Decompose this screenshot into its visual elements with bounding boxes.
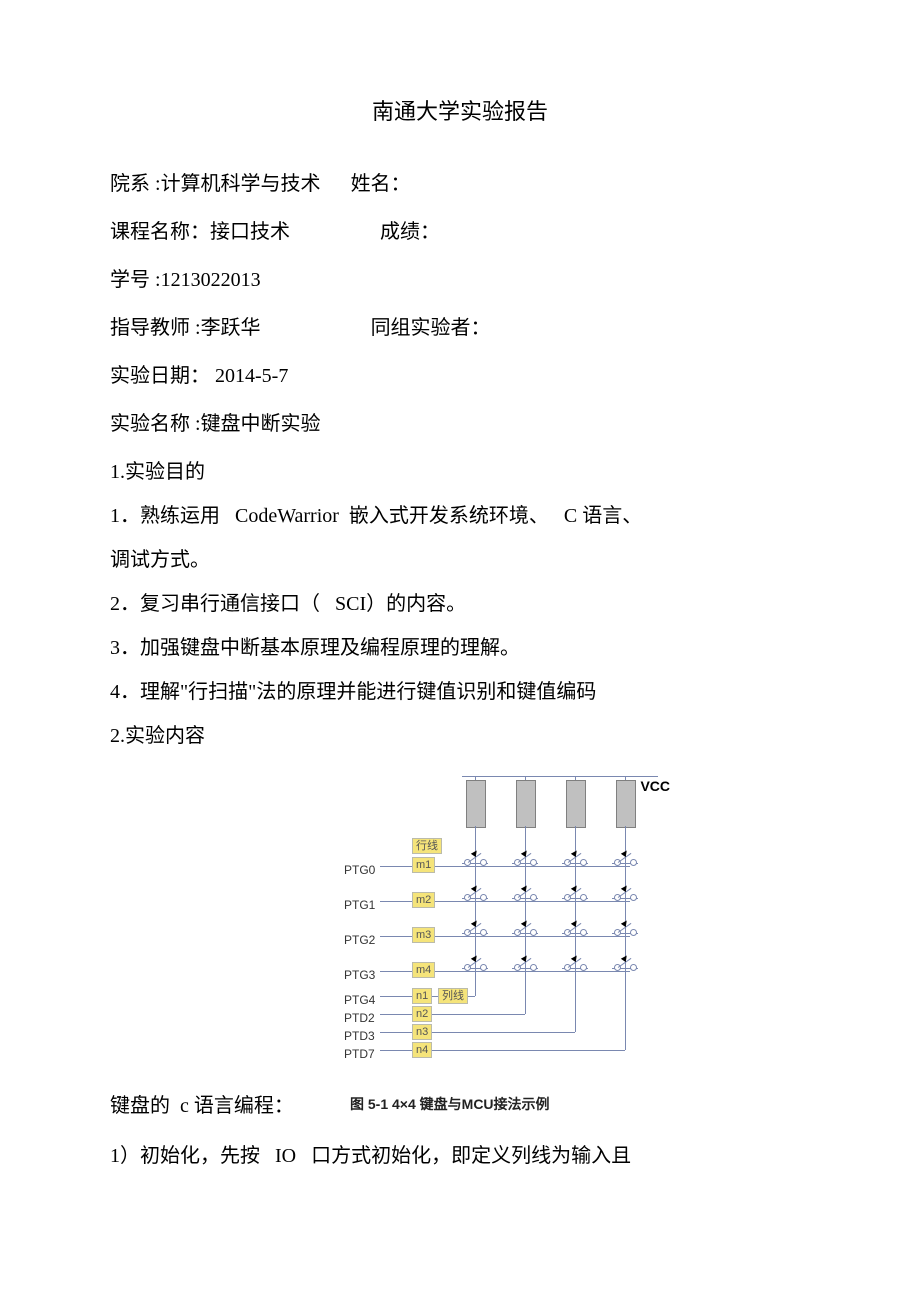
date-label: 实验日期： bbox=[110, 356, 210, 396]
resistor-3 bbox=[616, 780, 636, 828]
s1i1a: 1．熟练运用 bbox=[110, 505, 220, 527]
p2c: 口方式初始化，即定义列线为输入且 bbox=[311, 1145, 631, 1167]
section1-item3: 3．加强键盘中断基本原理及编程原理的理解。 bbox=[110, 628, 810, 668]
s1i2a: 2．复习串行通信接口（ bbox=[110, 593, 320, 615]
n-tag-2: n3 bbox=[412, 1024, 432, 1040]
course-line: 课程名称：接口技术 成绩： bbox=[110, 212, 810, 252]
expname-line: 实验名称 :键盘中断实验 bbox=[110, 404, 810, 444]
figure-caption: 图 5-1 4×4 键盘与MCU接法示例 bbox=[350, 1090, 550, 1118]
section1-item2: 2．复习串行通信接口（ SCI）的内容。 bbox=[110, 584, 810, 624]
row-tag: 行线 bbox=[412, 838, 442, 854]
col-pin-3: PTD7 bbox=[344, 1042, 375, 1066]
row-pin-2: PTG2 bbox=[344, 928, 375, 952]
course-value: 接口技术 bbox=[210, 212, 290, 252]
m-tag-1: m2 bbox=[412, 892, 435, 908]
p2a: 1）初始化，先按 bbox=[110, 1145, 260, 1167]
switch-r3-c3 bbox=[612, 951, 638, 971]
switch-r1-c0 bbox=[462, 881, 488, 901]
col-tag: 列线 bbox=[438, 988, 468, 1004]
course-label: 课程名称： bbox=[110, 212, 210, 252]
partner-label: 同组实验者： bbox=[371, 308, 491, 348]
s1i1c: 嵌入式开发系统环境、 bbox=[349, 505, 549, 527]
switch-r0-c2 bbox=[562, 846, 588, 866]
switch-r1-c3 bbox=[612, 881, 638, 901]
id-label: 学号 : bbox=[110, 260, 161, 300]
switch-r3-c0 bbox=[462, 951, 488, 971]
name-label: 姓名： bbox=[351, 164, 411, 204]
n-tag-0: n1 bbox=[412, 988, 432, 1004]
section1-item1: 1．熟练运用 CodeWarrior 嵌入式开发系统环境、 C 语言、 bbox=[110, 496, 810, 536]
date-line: 实验日期： 2014-5-7 bbox=[110, 356, 810, 396]
grade-label: 成绩： bbox=[380, 212, 440, 252]
resistor-1 bbox=[516, 780, 536, 828]
n-tag-1: n2 bbox=[412, 1006, 432, 1022]
switch-r2-c3 bbox=[612, 916, 638, 936]
n-tag-3: n4 bbox=[412, 1042, 432, 1058]
switch-r3-c2 bbox=[562, 951, 588, 971]
row-pin-1: PTG1 bbox=[344, 893, 375, 917]
switch-r0-c0 bbox=[462, 846, 488, 866]
m-tag-3: m4 bbox=[412, 962, 435, 978]
para-init: 1）初始化，先按 IO 口方式初始化，即定义列线为输入且 bbox=[110, 1136, 810, 1176]
teacher-line: 指导教师 :李跃华 同组实验者： bbox=[110, 308, 810, 348]
dept-value: 计算机科学与技术 bbox=[161, 164, 321, 204]
s1i2b: SCI）的内容。 bbox=[335, 593, 466, 615]
para-keyboard-c: 键盘的 c 语言编程： bbox=[110, 1086, 294, 1126]
switch-r3-c1 bbox=[512, 951, 538, 971]
id-line: 学号 :1213022013 bbox=[110, 260, 810, 300]
expname-value: 键盘中断实验 bbox=[201, 404, 321, 444]
switch-r2-c1 bbox=[512, 916, 538, 936]
switch-r1-c1 bbox=[512, 881, 538, 901]
p1b: c 语言编程： bbox=[180, 1095, 294, 1117]
section1-item4: 4．理解"行扫描"法的原理并能进行键值识别和键值编码 bbox=[110, 672, 810, 712]
keyboard-schematic: VCC PTG0m1PTG1m2PTG2m3PTG3m4行线PTG4n1PTD2… bbox=[340, 766, 680, 1086]
dept-label: 院系 : bbox=[110, 164, 161, 204]
s1i1d: C 语言、 bbox=[564, 505, 642, 527]
row-pin-0: PTG0 bbox=[344, 858, 375, 882]
s1i1b: CodeWarrior bbox=[235, 505, 339, 527]
m-tag-0: m1 bbox=[412, 857, 435, 873]
teacher-label: 指导教师 : bbox=[110, 308, 201, 348]
switch-r1-c2 bbox=[562, 881, 588, 901]
section1-item1e: 调试方式。 bbox=[110, 540, 810, 580]
dept-line: 院系 :计算机科学与技术姓名： bbox=[110, 164, 810, 204]
switch-r0-c1 bbox=[512, 846, 538, 866]
resistor-2 bbox=[566, 780, 586, 828]
section1-heading: 1.实验目的 bbox=[110, 452, 810, 492]
report-title: 南通大学实验报告 bbox=[110, 90, 810, 134]
switch-r2-c2 bbox=[562, 916, 588, 936]
p1a: 键盘的 bbox=[110, 1095, 170, 1117]
section2-heading: 2.实验内容 bbox=[110, 716, 810, 756]
switch-r2-c0 bbox=[462, 916, 488, 936]
date-value: 2014-5-7 bbox=[215, 356, 288, 396]
row-pin-3: PTG3 bbox=[344, 963, 375, 987]
teacher-value: 李跃华 bbox=[201, 308, 261, 348]
id-value: 1213022013 bbox=[161, 260, 261, 300]
resistor-0 bbox=[466, 780, 486, 828]
m-tag-2: m3 bbox=[412, 927, 435, 943]
switch-r0-c3 bbox=[612, 846, 638, 866]
p2b: IO bbox=[275, 1145, 296, 1167]
expname-label: 实验名称 : bbox=[110, 404, 201, 444]
